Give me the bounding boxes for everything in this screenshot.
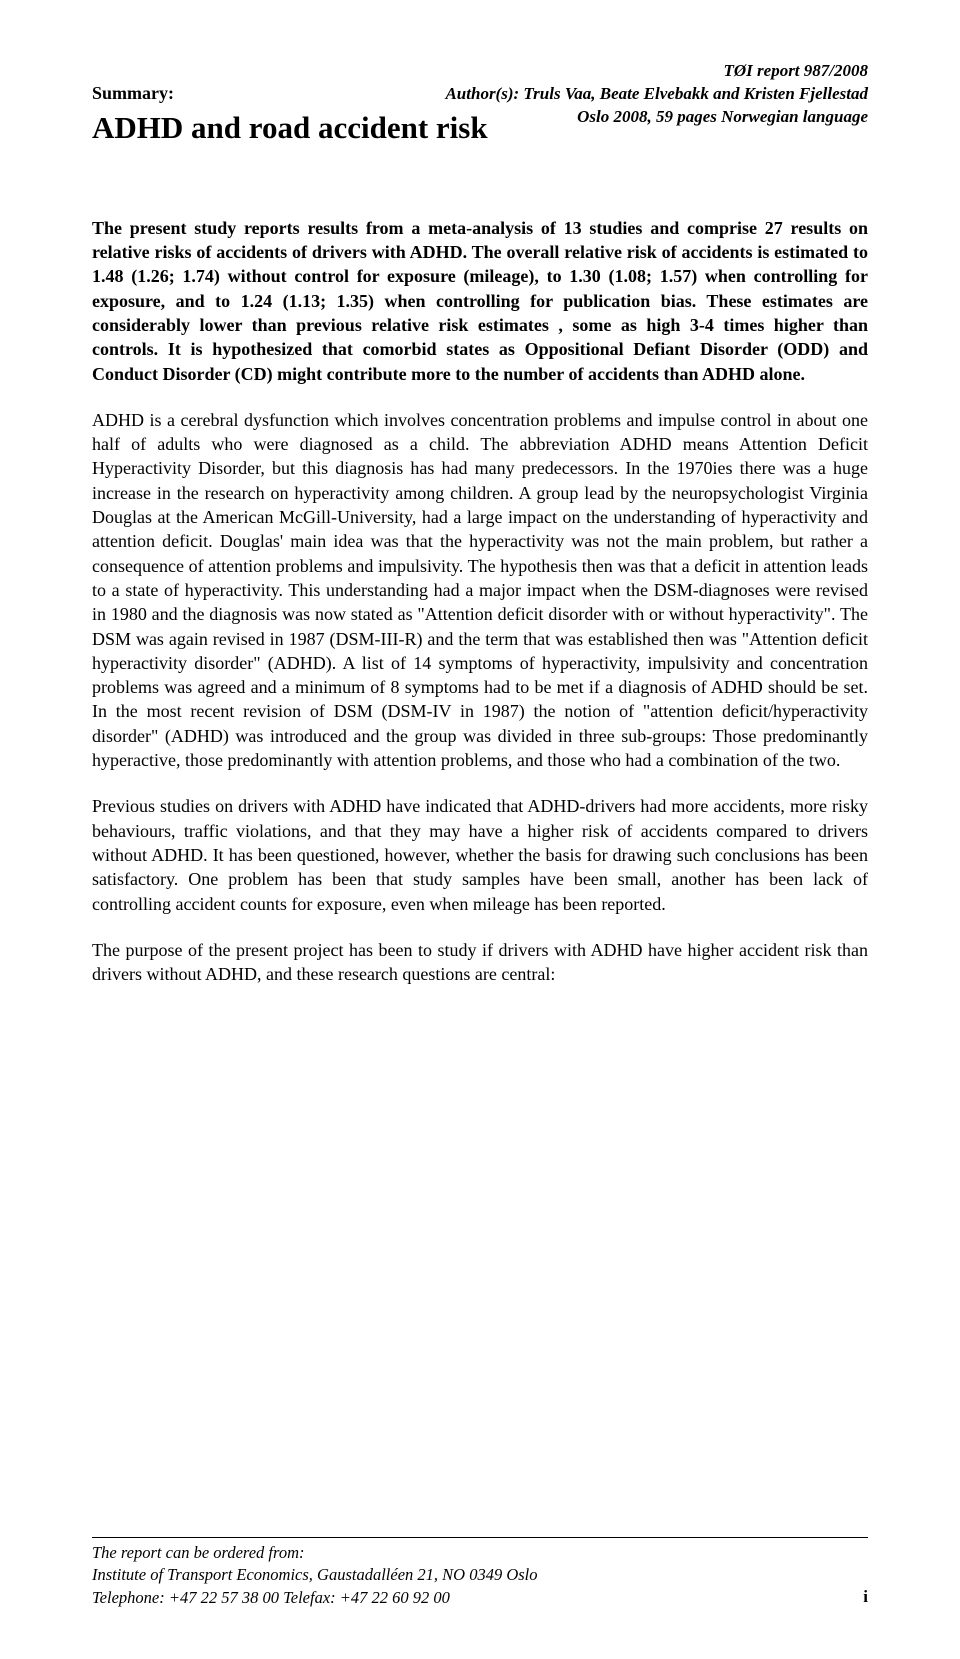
report-ref: TØI report 987/2008 [92,60,868,83]
body-paragraph: The purpose of the present project has b… [92,938,868,987]
page-number: i [863,1586,868,1609]
page-footer: The report can be ordered from: Institut… [92,1537,868,1609]
footer-order-line: The report can be ordered from: [92,1542,868,1564]
body-paragraph: Previous studies on drivers with ADHD ha… [92,794,868,915]
abstract-paragraph: The present study reports results from a… [92,216,868,386]
footer-address-line: Institute of Transport Economics, Gausta… [92,1564,868,1586]
footer-phone-line: Telephone: +47 22 57 38 00 Telefax: +47 … [92,1587,868,1609]
body-paragraph: ADHD is a cerebral dysfunction which inv… [92,408,868,772]
